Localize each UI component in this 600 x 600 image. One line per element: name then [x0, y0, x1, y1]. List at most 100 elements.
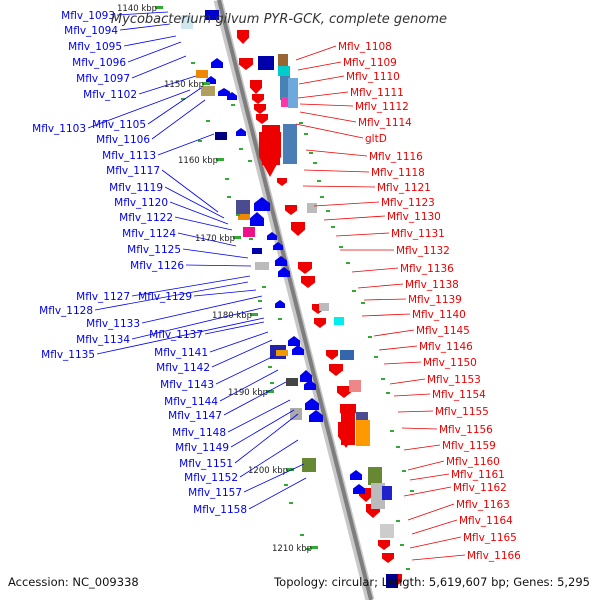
gene-label[interactable]: Mflv_1165	[463, 532, 517, 544]
gene-label[interactable]: Mflv_1133	[86, 318, 140, 330]
gene-label[interactable]: Mflv_1113	[102, 150, 156, 162]
gene-label[interactable]: Mflv_1129	[138, 291, 192, 303]
gene-label[interactable]: Mflv_1157	[188, 487, 242, 499]
gene-label[interactable]: Mflv_1106	[96, 134, 150, 146]
forward-gene-arrow	[304, 380, 316, 390]
gene-label[interactable]: Mflv_1142	[156, 362, 210, 374]
gene-label[interactable]: Mflv_1138	[405, 279, 459, 291]
gene-label[interactable]: Mflv_1096	[72, 57, 126, 69]
leader-line	[335, 232, 390, 237]
gene-label[interactable]: Mflv_1140	[412, 309, 466, 321]
gene-label[interactable]: Mflv_1127	[76, 291, 130, 303]
gene-label[interactable]: Mflv_1143	[160, 379, 214, 391]
forward-gene-arrow	[353, 484, 365, 494]
gene-label[interactable]: Mflv_1120	[114, 197, 168, 209]
gene-label[interactable]: Mflv_1122	[119, 212, 173, 224]
gene-label[interactable]: Mflv_1111	[350, 87, 404, 99]
gene-label[interactable]: Mflv_1141	[154, 347, 208, 359]
gene-label[interactable]: Mflv_1135	[41, 349, 95, 361]
track-dot	[239, 148, 243, 150]
leader-line	[138, 75, 197, 95]
leader-line	[193, 289, 257, 297]
leader-line	[403, 486, 452, 497]
gene-label[interactable]: Mflv_1147	[168, 410, 222, 422]
feature-block	[356, 420, 370, 446]
leader-line	[234, 413, 299, 464]
gene-label[interactable]: Mflv_1146	[419, 341, 473, 353]
gene-label[interactable]: Mflv_1105	[92, 119, 146, 131]
gene-label[interactable]: Mflv_1125	[127, 244, 181, 256]
gene-label[interactable]: Mflv_1151	[179, 458, 233, 470]
feature-block	[276, 350, 288, 356]
gene-label[interactable]: Mflv_1114	[358, 117, 412, 129]
gene-label[interactable]: Mflv_1134	[76, 334, 130, 346]
gene-label[interactable]: Mflv_1130	[387, 211, 441, 223]
gene-label[interactable]: Mflv_1163	[456, 499, 510, 511]
forward-gene-arrow	[267, 232, 277, 240]
gene-label[interactable]: Mflv_1103	[32, 123, 86, 135]
leader-line	[131, 307, 263, 340]
leader-line	[389, 378, 426, 385]
leader-line	[96, 317, 265, 355]
gene-label[interactable]: Mflv_1161	[451, 469, 505, 481]
scale-tick	[233, 236, 241, 239]
gene-label[interactable]: gltD	[365, 133, 387, 145]
gene-label[interactable]: Mflv_1109	[343, 57, 397, 69]
forward-gene-arrow	[250, 212, 264, 226]
track-dot	[368, 336, 372, 338]
gene-label[interactable]: Mflv_1160	[446, 456, 500, 468]
gene-label[interactable]: Mflv_1128	[39, 305, 93, 317]
gene-label[interactable]: Mflv_1131	[391, 228, 445, 240]
gene-label[interactable]: Mflv_1162	[453, 482, 507, 494]
scale-tick	[266, 390, 274, 393]
gene-label[interactable]: Mflv_1156	[439, 424, 493, 436]
gene-label[interactable]: Mflv_1148	[172, 427, 226, 439]
leader-line	[313, 201, 380, 207]
gene-label[interactable]: Mflv_1097	[76, 73, 130, 85]
gene-label[interactable]: Mflv_1119	[109, 182, 163, 194]
gene-label[interactable]: Mflv_1123	[381, 197, 435, 209]
gene-label[interactable]: Mflv_1102	[83, 89, 137, 101]
gene-label[interactable]: Mflv_1159	[442, 440, 496, 452]
accession-label: Accession: NC_009338	[8, 575, 139, 589]
gene-label[interactable]: Mflv_1094	[64, 25, 118, 37]
leader-line	[177, 232, 237, 247]
gene-label[interactable]: Mflv_1112	[355, 101, 409, 113]
gene-label[interactable]: Mflv_1121	[377, 182, 431, 194]
gene-label[interactable]: Mflv_1095	[68, 41, 122, 53]
gene-label[interactable]: Mflv_1116	[369, 151, 423, 163]
gene-label[interactable]: Mflv_1153	[427, 374, 481, 386]
gene-label[interactable]: Mflv_1144	[164, 396, 218, 408]
gene-label[interactable]: Mflv_1164	[459, 515, 513, 527]
gene-label[interactable]: Mflv_1132	[396, 245, 450, 257]
gene-label[interactable]: Mflv_1137	[149, 329, 203, 341]
gene-label[interactable]: Mflv_1118	[371, 167, 425, 179]
leader-line	[303, 169, 370, 173]
gene-label[interactable]: Mflv_1145	[416, 325, 470, 337]
gene-label[interactable]: Mflv_1150	[423, 357, 477, 369]
gene-label[interactable]: Mflv_1166	[467, 550, 521, 562]
gene-label[interactable]: Mflv_1154	[432, 389, 486, 401]
leader-line	[239, 439, 299, 478]
feature-block	[288, 78, 298, 108]
gene-label[interactable]: Mflv_1110	[346, 71, 400, 83]
gene-label[interactable]: Mflv_1152	[184, 472, 238, 484]
gene-label[interactable]: Mflv_1136	[400, 263, 454, 275]
reverse-gene-arrow	[256, 114, 268, 124]
gene-label[interactable]: Mflv_1124	[122, 228, 176, 240]
gene-label[interactable]: Mflv_1139	[408, 294, 462, 306]
leader-line	[409, 536, 462, 549]
gene-label[interactable]: Mflv_1108	[338, 41, 392, 53]
track-dot	[181, 98, 185, 100]
gene-label[interactable]: Mflv_1149	[175, 442, 229, 454]
gene-label[interactable]: Mflv_1093	[61, 10, 115, 22]
leader-line	[403, 444, 441, 451]
leader-line	[119, 23, 171, 31]
track-dot	[284, 484, 288, 486]
gene-label[interactable]: Mflv_1155	[435, 406, 489, 418]
gene-label[interactable]: Mflv_1158	[193, 504, 247, 516]
genome-summary: Topology: circular; Length: 5,619,607 bp…	[273, 575, 590, 589]
gene-label[interactable]: Mflv_1117	[106, 165, 160, 177]
leader-line	[397, 410, 434, 413]
gene-label[interactable]: Mflv_1126	[130, 260, 184, 272]
